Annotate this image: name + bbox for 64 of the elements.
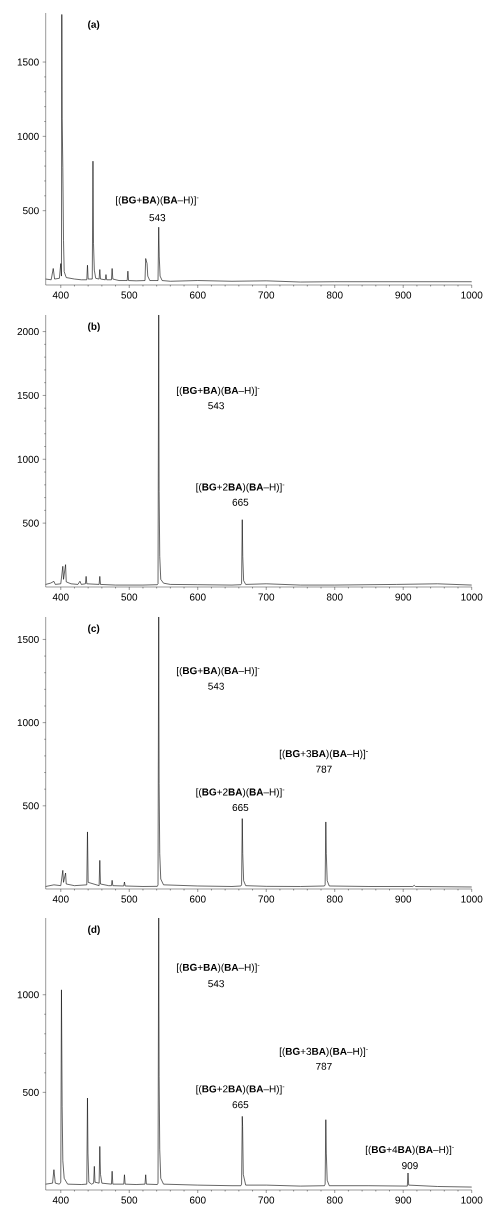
x-tick-label: 900 <box>395 291 412 299</box>
y-tick-label: 1000 <box>17 455 39 463</box>
annotation: 543 <box>208 402 224 410</box>
y-tick-label: 500 <box>22 1088 39 1096</box>
annotation: [(BG+BA)(BA–H)]$^{-}$ <box>116 196 199 206</box>
x-tick-label: 800 <box>326 1196 343 1204</box>
text: (a) <box>88 20 100 30</box>
y-tick-label: 1000 <box>17 132 39 140</box>
x-tick-label: 600 <box>189 895 206 903</box>
text: (c) <box>88 624 100 634</box>
x-tick-label: 700 <box>258 895 275 903</box>
x-tick-label: 500 <box>121 895 138 903</box>
x-tick-label: 1000 <box>461 895 483 903</box>
y-tick-label: 500 <box>22 802 39 810</box>
x-tick-label: 500 <box>121 1196 138 1204</box>
y-tick-label: 1500 <box>17 58 39 66</box>
x-tick-label: 900 <box>395 593 412 601</box>
annotation: [(BG+4BA)(BA–H)]$^{-}$ <box>365 1145 454 1156</box>
x-tick-label: 700 <box>258 291 275 299</box>
annotation: [(BG+3BA)(BA–H)]$^{-}$ <box>279 749 368 760</box>
annotation: 543 <box>208 682 224 690</box>
x-tick-label: 400 <box>52 291 69 299</box>
annotation: [(BG+BA)(BA–H)]$^{-}$ <box>176 666 260 677</box>
annotation: 665 <box>232 498 249 506</box>
x-tick-label: 400 <box>52 895 69 903</box>
annotation: [(BG+BA)(BA–H)]$^{-}$ <box>176 963 260 973</box>
annotation: 909 <box>402 1162 418 1170</box>
x-tick-label: 1000 <box>461 291 483 299</box>
x-tick-label: 1000 <box>461 593 483 601</box>
annotation: [(BG+2BA)(BA–H)]$^{-}$ <box>196 483 285 493</box>
x-tick-label: 600 <box>189 593 206 601</box>
annotation: 543 <box>208 980 224 988</box>
annotation: [(BG+3BA)(BA–H)]$^{-}$ <box>279 1047 368 1057</box>
y-tick-label: 1500 <box>17 635 39 643</box>
x-tick-label: 900 <box>395 895 412 903</box>
annotation: 543 <box>149 214 166 222</box>
annotation: [(BG+2BA)(BA–H)]$^{-}$ <box>196 1085 285 1095</box>
annotation: 787 <box>316 1062 332 1070</box>
y-tick-label: 1000 <box>17 719 39 727</box>
x-tick-label: 500 <box>121 593 138 601</box>
y-tick-label: 1000 <box>17 991 39 999</box>
x-tick-label: 800 <box>326 593 343 601</box>
x-tick-label: 900 <box>395 1196 412 1204</box>
x-tick-label: 800 <box>326 291 343 299</box>
annotation: [(BG+2BA)(BA–H)]$^{-}$ <box>196 788 285 798</box>
annotation: [(BG+BA)(BA–H)]$^{-}$ <box>176 386 260 396</box>
x-tick-label: 600 <box>189 1196 206 1204</box>
y-tick-label: 2000 <box>17 328 39 336</box>
x-tick-label: 800 <box>326 895 343 903</box>
annotation: 665 <box>232 1101 249 1109</box>
x-tick-label: 500 <box>121 291 138 299</box>
x-tick-label: 1000 <box>461 1196 483 1204</box>
x-tick-label: 600 <box>189 291 206 299</box>
y-tick-label: 500 <box>22 207 39 215</box>
x-tick-label: 700 <box>258 593 275 601</box>
annotation: 787 <box>316 765 332 773</box>
x-tick-label: 400 <box>52 1196 69 1204</box>
x-tick-label: 400 <box>52 593 69 601</box>
text: (d) <box>88 925 100 935</box>
annotation: 665 <box>232 803 249 812</box>
y-tick-label: 1500 <box>17 391 39 399</box>
y-tick-label: 500 <box>22 519 39 527</box>
x-tick-label: 700 <box>258 1196 275 1204</box>
text: (b) <box>88 322 100 332</box>
